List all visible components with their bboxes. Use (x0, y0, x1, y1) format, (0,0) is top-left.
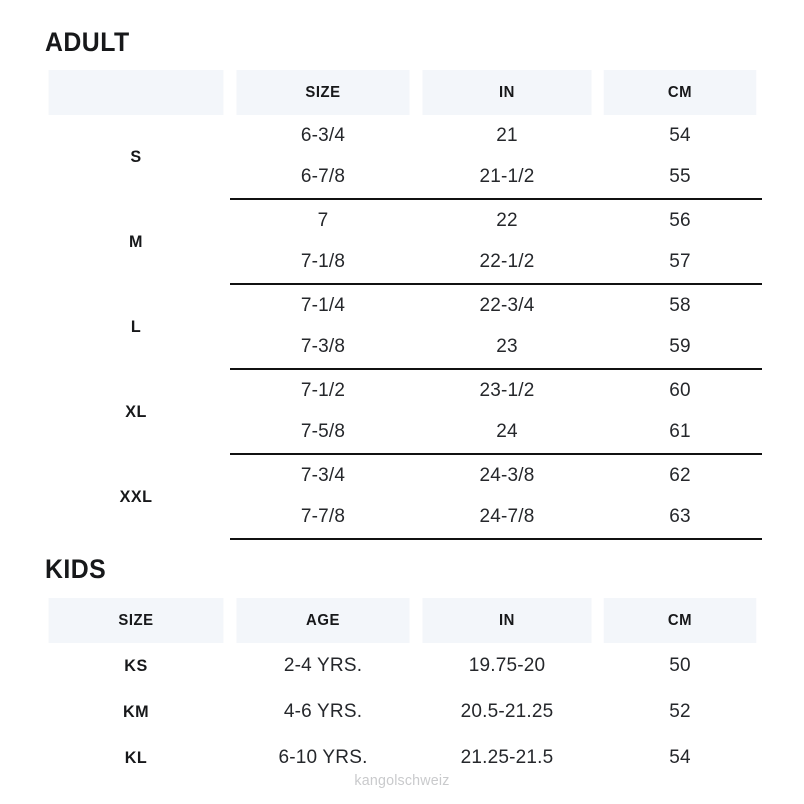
table-row: 7-1/8 22-1/2 57 (42, 241, 762, 285)
adult-header-size: SIZE (236, 70, 410, 115)
adult-cell-cm: 58 (669, 294, 691, 316)
adult-cell-in: 24-3/8 (479, 464, 535, 486)
table-row: 7-3/8 23 59 (42, 326, 762, 370)
kids-header-size: SIZE (48, 598, 224, 643)
table-row: S 6-3/4 21 54 (42, 115, 762, 167)
adult-cell-cm: 60 (669, 379, 691, 401)
kids-cell-in: 19.75-20 (468, 655, 546, 676)
adult-section-title: ADULT (45, 27, 130, 57)
adult-cell-size: 7-3/4 (300, 464, 346, 486)
kids-table-body: KS 2-4 YRS. 19.75-20 50 KM 4-6 YRS. 20.5… (42, 643, 762, 781)
adult-cell-size: 7 (317, 209, 329, 231)
adult-cell-cm: 62 (669, 464, 691, 486)
kids-cell-in: 21.25-21.5 (460, 747, 554, 768)
kids-size-label-ks: KS (124, 656, 148, 675)
adult-size-label-m: M (129, 231, 143, 251)
adult-cell-in: 24-7/8 (416, 496, 598, 540)
adult-cell-size: 7-5/8 (230, 411, 416, 455)
table-row: 7-7/8 24-7/8 63 (42, 496, 762, 540)
adult-table-header: SIZE IN CM (42, 70, 762, 115)
kids-cell-age: 4-6 YRS. (283, 701, 363, 722)
watermark: kangolschweiz (354, 772, 450, 789)
kids-header-age: AGE (236, 598, 410, 643)
adult-cell-size: 7-3/8 (230, 326, 416, 370)
table-row: KL 6-10 YRS. 21.25-21.5 54 (42, 735, 762, 781)
adult-size-table: SIZE IN CM S 6-3/4 21 54 6-7/8 21-1/2 55… (42, 70, 762, 540)
table-row: L 7-1/4 22-3/4 58 (42, 284, 762, 336)
adult-header-cm: CM (603, 70, 757, 115)
adult-table-body: S 6-3/4 21 54 6-7/8 21-1/2 55 M 7 22 56 … (42, 115, 762, 540)
adult-size-label-xl: XL (125, 401, 147, 421)
adult-cell-size: 6-3/4 (300, 124, 346, 146)
adult-cell-in: 21 (496, 124, 518, 146)
table-row: XL 7-1/2 23-1/2 60 (42, 369, 762, 421)
kids-cell-cm: 54 (669, 747, 691, 768)
adult-size-label-xxl: XXL (119, 486, 153, 506)
adult-header-row: SIZE IN CM (42, 70, 762, 115)
adult-cell-cm: 54 (669, 124, 691, 146)
kids-size-table: SIZE AGE IN CM KS 2-4 YRS. 19.75-20 50 K… (42, 598, 762, 781)
kids-size-label-km: KM (122, 702, 150, 721)
adult-cell-in: 24 (416, 411, 598, 455)
adult-cell-cm: 63 (598, 496, 762, 540)
adult-cell-size: 7-1/8 (230, 241, 416, 285)
kids-cell-age: 6-10 YRS. (278, 747, 368, 768)
kids-section-title: KIDS (45, 554, 107, 584)
adult-cell-in: 23 (416, 326, 598, 370)
table-row: XXL 7-3/4 24-3/8 62 (42, 454, 762, 506)
adult-cell-size: 6-7/8 (230, 156, 416, 200)
table-row: M 7 22 56 (42, 199, 762, 251)
adult-size-label-s: S (130, 147, 142, 166)
kids-cell-age: 2-4 YRS. (283, 655, 363, 676)
adult-size-label-l: L (130, 316, 142, 336)
kids-cell-cm: 50 (669, 655, 691, 676)
adult-cell-in: 23-1/2 (479, 379, 535, 401)
table-row: KS 2-4 YRS. 19.75-20 50 (42, 643, 762, 689)
adult-cell-cm: 59 (598, 326, 762, 370)
kids-size-label-kl: KL (124, 748, 148, 767)
adult-cell-in: 22-1/2 (416, 241, 598, 285)
table-row: 6-7/8 21-1/2 55 (42, 156, 762, 200)
kids-table-header: SIZE AGE IN CM (42, 598, 762, 643)
kids-cell-cm: 52 (669, 701, 691, 722)
kids-cell-in: 20.5-21.25 (460, 701, 554, 722)
adult-cell-in: 22-3/4 (479, 294, 535, 316)
adult-cell-cm: 56 (669, 209, 691, 231)
kids-header-row: SIZE AGE IN CM (42, 598, 762, 643)
adult-header-blank (48, 70, 224, 115)
adult-cell-cm: 57 (598, 241, 762, 285)
adult-cell-in: 22 (496, 209, 518, 231)
adult-cell-cm: 61 (598, 411, 762, 455)
adult-cell-size: 7-1/4 (300, 294, 346, 316)
adult-cell-size: 7-1/2 (300, 379, 346, 401)
table-row: 7-5/8 24 61 (42, 411, 762, 455)
kids-header-in: IN (422, 598, 592, 643)
table-row: KM 4-6 YRS. 20.5-21.25 52 (42, 689, 762, 735)
kids-header-cm: CM (603, 598, 757, 643)
adult-cell-in: 21-1/2 (416, 156, 598, 200)
adult-cell-size: 7-7/8 (230, 496, 416, 540)
adult-header-in: IN (422, 70, 592, 115)
adult-cell-cm: 55 (598, 156, 762, 200)
